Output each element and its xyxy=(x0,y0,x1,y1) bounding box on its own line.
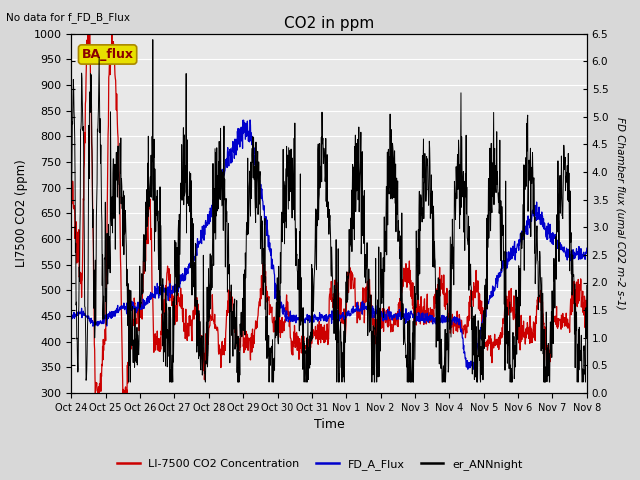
X-axis label: Time: Time xyxy=(314,419,344,432)
Text: No data for f_FD_B_Flux: No data for f_FD_B_Flux xyxy=(6,12,131,23)
Legend: LI-7500 CO2 Concentration, FD_A_Flux, er_ANNnight: LI-7500 CO2 Concentration, FD_A_Flux, er… xyxy=(113,455,527,474)
Title: CO2 in ppm: CO2 in ppm xyxy=(284,16,374,31)
Y-axis label: LI7500 CO2 (ppm): LI7500 CO2 (ppm) xyxy=(15,159,28,267)
Y-axis label: FD Chamber flux (umal CO2 m-2 s-1): FD Chamber flux (umal CO2 m-2 s-1) xyxy=(615,117,625,310)
Text: BA_flux: BA_flux xyxy=(81,48,134,61)
